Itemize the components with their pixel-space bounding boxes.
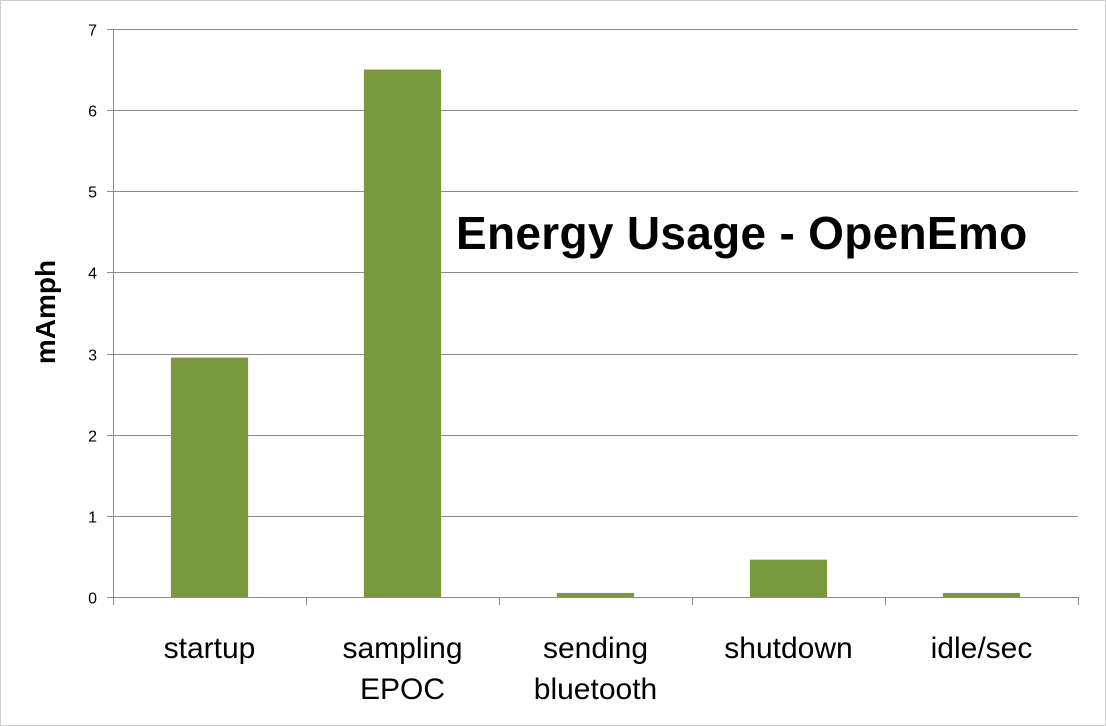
tick-labels: 0 1 2 3 4 5 6 7 startup sampling EPOC sending blueto… (88, 23, 1032, 707)
y-tick-label: 5 (88, 185, 97, 202)
grid-lines (113, 29, 1078, 517)
x-category-label: sending bluetooth (534, 632, 657, 706)
x-category-label: idle/sec (931, 632, 1033, 665)
y-tick-label: 0 (88, 591, 97, 608)
x-category-label-line: shutdown (724, 632, 852, 665)
y-tick-label: 2 (88, 429, 97, 446)
x-category-label-line: sampling (342, 632, 462, 665)
bar (749, 559, 828, 597)
x-category-label-line: startup (164, 632, 256, 665)
y-tick-label: 1 (88, 510, 97, 527)
bar (556, 592, 635, 597)
bar (363, 69, 442, 598)
x-category-label: shutdown (724, 632, 852, 665)
y-tick-label: 7 (88, 23, 97, 40)
y-axis-label: mAmph (30, 259, 61, 365)
y-tick-label: 4 (88, 266, 97, 283)
x-category-label: sampling EPOC (342, 632, 462, 706)
x-category-label-line: bluetooth (534, 673, 657, 706)
y-tick-label: 6 (88, 104, 97, 121)
x-category-label-line: idle/sec (931, 632, 1033, 665)
x-category-label: startup (164, 632, 256, 665)
chart-title: Energy Usage - OpenEmo (456, 207, 1028, 259)
x-category-label-line: sending (543, 632, 648, 665)
y-tick-label: 3 (88, 348, 97, 365)
x-category-label-line: EPOC (360, 673, 445, 706)
bar (942, 592, 1021, 597)
bar-series (170, 69, 1021, 598)
axes (107, 29, 1079, 605)
bar (170, 357, 249, 597)
